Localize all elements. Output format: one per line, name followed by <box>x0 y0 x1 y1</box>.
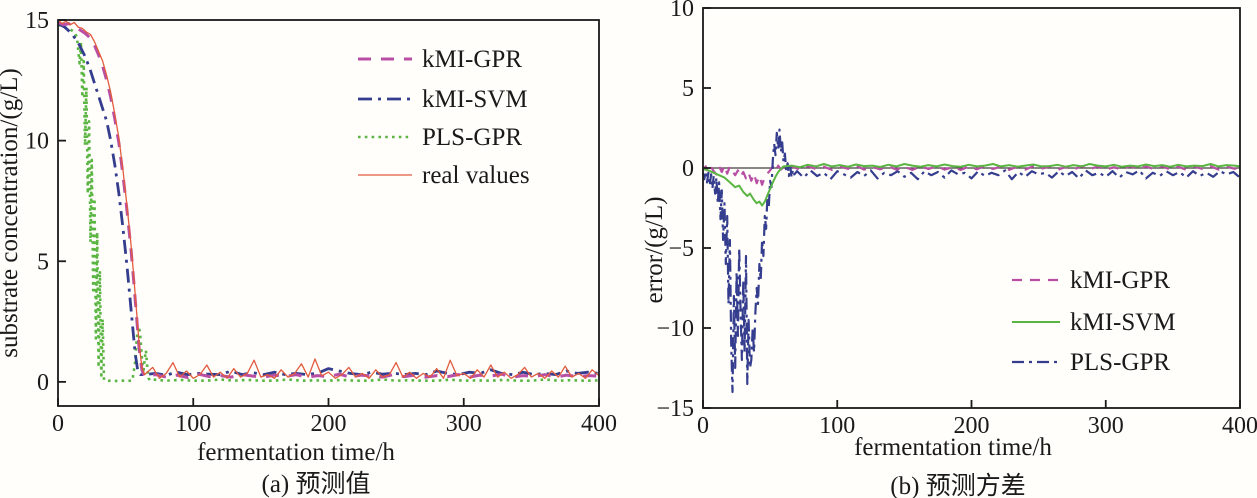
series-line-kmi-svm <box>57 22 600 377</box>
panel-b-caption: (b) 预测方差 <box>890 472 1025 498</box>
legend-label: kMI-SVM <box>1070 309 1176 336</box>
axes-box <box>702 7 1241 409</box>
x-tick-label: 300 <box>1088 413 1124 439</box>
x-tick-label: 100 <box>175 411 211 437</box>
y-tick-label: 10 <box>25 129 49 155</box>
panel-a-caption: (a) 预测值 <box>262 470 371 498</box>
y-tick-label: −15 <box>656 396 694 422</box>
y-tick-label: −10 <box>656 316 694 342</box>
x-tick-label: 0 <box>697 413 709 439</box>
legend-label: kMI-SVM <box>422 86 528 113</box>
series-line-kmi-gpr <box>702 164 1241 186</box>
series-line-kmi-svm <box>702 163 1241 207</box>
legend-label: PLS-GPR <box>422 124 522 151</box>
panel-a-ylabel: substrate concentration/(g/L) <box>0 68 23 357</box>
x-tick-label: 0 <box>52 411 64 437</box>
panel-b: 0 100 200 300 400 10 5 0 −5 −10 −15 kMI-GPR kMI-SVM P… <box>656 0 1257 439</box>
panel-a-xlabel: fermentation time/h <box>197 439 395 466</box>
x-tick-label: 300 <box>446 411 482 437</box>
legend-label: PLS-GPR <box>1070 349 1170 376</box>
panel-a: 0 100 200 300 400 0 5 10 15 kMI-GPR kMI-SVM PLS-GPR… <box>25 8 617 437</box>
x-tick-label: 200 <box>311 411 347 437</box>
x-tick-label: 100 <box>819 413 855 439</box>
series-line-pls-gpr <box>57 23 600 383</box>
panel-b-ylabel: error/(g/L) <box>641 197 668 304</box>
series-line-kmi-gpr <box>57 21 600 379</box>
y-tick-label: 5 <box>682 76 694 102</box>
series-line-pls-gpr <box>701 128 1241 394</box>
series-line-real-values <box>57 19 600 379</box>
x-tick-label: 400 <box>581 411 617 437</box>
y-tick-label: 0 <box>682 156 694 182</box>
y-tick-label: 0 <box>37 370 49 396</box>
legend-label: real values <box>422 162 530 189</box>
y-tick-label: −5 <box>668 236 694 262</box>
panel-b-xlabel: fermentation time/h <box>854 434 1052 461</box>
legend-label: kMI-GPR <box>422 46 522 73</box>
y-tick-label: 15 <box>25 8 49 34</box>
legend-label: kMI-GPR <box>1070 267 1170 294</box>
y-tick-label: 5 <box>37 249 49 275</box>
x-tick-label: 400 <box>1222 413 1257 439</box>
y-tick-label: 10 <box>670 0 694 22</box>
x-tick-label: 200 <box>954 413 990 439</box>
